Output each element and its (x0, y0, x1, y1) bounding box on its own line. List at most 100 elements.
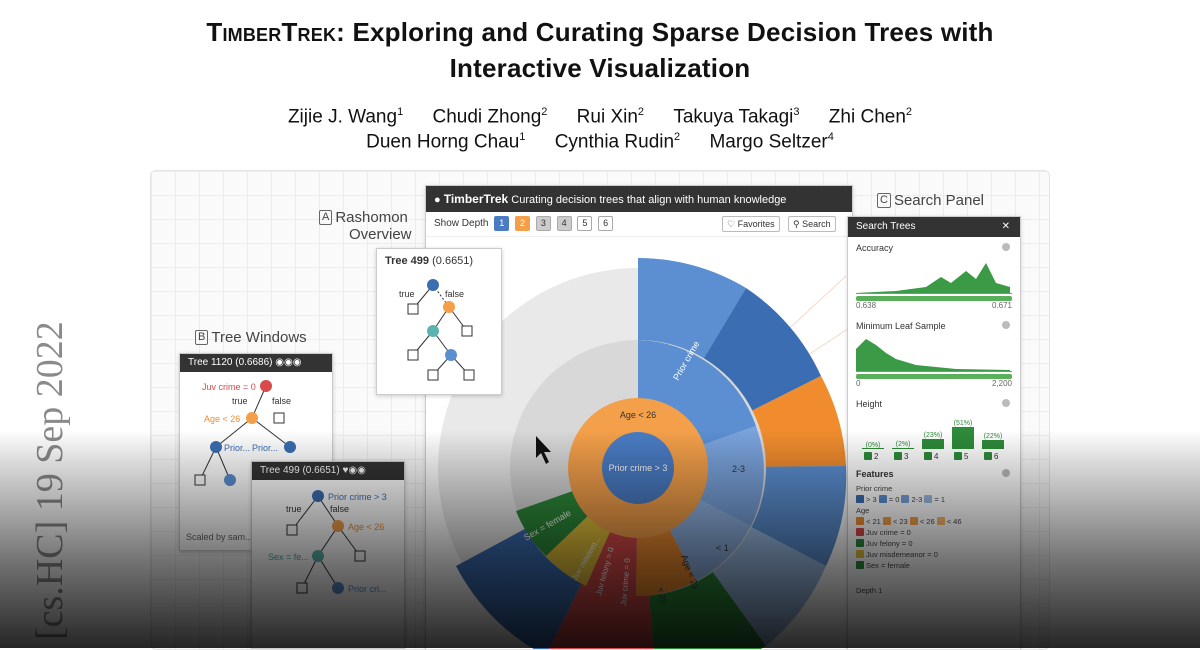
depth-button-5[interactable]: 5 (577, 216, 593, 231)
height-bar-3[interactable]: (2%) 3 (892, 413, 914, 461)
height-bar-fill (922, 439, 944, 449)
window-controls-icon[interactable]: ◉◉◉ (275, 357, 302, 368)
svg-text:Juv crime = 0: Juv crime = 0 (202, 382, 256, 392)
checkbox[interactable] (856, 561, 864, 569)
author: Cynthia Rudin2 (554, 131, 681, 153)
height-bar-fill (862, 448, 884, 449)
height-bar-percent: (51%) (953, 420, 973, 427)
min-leaf-min: 0 (856, 379, 861, 388)
feature-row: Juv misdemeanor = 0 (856, 549, 1012, 560)
info-icon[interactable] (1002, 321, 1010, 329)
search-panel: Search Trees ✕ Accuracy 0.638 0.671 Minimu… (847, 216, 1021, 649)
search-panel-header: Search Trees ✕ (848, 217, 1020, 237)
app-tagline: Curating decision trees that align with … (511, 194, 787, 206)
height-bar-label: 4 (924, 452, 938, 461)
svg-text:Prior crime > 3: Prior crime > 3 (328, 492, 387, 502)
info-icon[interactable] (1002, 399, 1010, 407)
author: Zhi Chen2 (828, 106, 913, 128)
svg-text:false: false (445, 289, 464, 299)
depth-button-4[interactable]: 4 (556, 216, 572, 231)
system-name: TimberTrek (206, 17, 337, 47)
tree-499-header: Tree 499 (0.6651) ♥◉◉ (252, 462, 404, 480)
min-leaf-max: 2,200 (991, 379, 1012, 388)
author: Margo Seltzer4 (709, 131, 834, 153)
search-button[interactable]: ⚲ Search (788, 216, 836, 232)
info-icon[interactable] (1002, 243, 1010, 251)
checkbox[interactable] (882, 517, 891, 525)
author: Zijie J. Wang1 (287, 106, 404, 128)
author: Takuya Takagi3 (673, 106, 800, 128)
label-rashomon-overview-2: Overview (349, 226, 412, 243)
depth-button-1[interactable]: 1 (494, 216, 510, 231)
depth-1-section[interactable]: Depth 1 (856, 586, 883, 595)
accuracy-histogram (856, 257, 1012, 294)
checkbox[interactable] (924, 495, 933, 503)
logo-icon: ● (434, 194, 441, 206)
height-bar-2[interactable]: (0%) 2 (862, 413, 884, 461)
author: Rui Xin2 (576, 106, 645, 128)
info-icon[interactable] (1002, 469, 1010, 477)
tree-499-tree: Prior crime > 3 true false Age < 26 Sex … (268, 490, 387, 594)
checkbox[interactable] (856, 495, 864, 503)
paper-title-line2: Interactive Visualization (449, 53, 751, 83)
close-icon[interactable]: ✕ (1001, 221, 1010, 232)
svg-text:Sex = fe...: Sex = fe... (268, 552, 309, 562)
window-controls-icon[interactable]: ♥◉◉ (342, 465, 366, 476)
height-bar-5[interactable]: (51%) 5 (952, 413, 974, 461)
label-rashomon-overview: A Rashomon (319, 209, 408, 227)
checkbox[interactable] (909, 517, 918, 525)
svg-text:Age < 26: Age < 26 (204, 414, 240, 424)
author: Chudi Zhong2 (432, 106, 548, 128)
checkbox[interactable] (856, 539, 864, 547)
height-bar-label: 3 (894, 452, 908, 461)
tree-499-preview-title: Tree 499 (0.6651) (385, 255, 474, 267)
svg-text:Prior...: Prior... (252, 443, 278, 453)
checkbox[interactable] (856, 550, 864, 558)
accuracy-min: 0.638 (856, 301, 877, 310)
accuracy-label: Accuracy (856, 243, 894, 253)
age-label: Age (856, 506, 870, 515)
main-header: ● TimberTrek Curating decision trees tha… (426, 186, 852, 212)
title-rest: : Exploring and Curating Sparse Decision… (336, 17, 994, 47)
min-leaf-slider[interactable] (856, 374, 1012, 379)
favorites-button[interactable]: ♡ Favorites (722, 216, 780, 232)
authors-row-1: Zijie J. Wang1 Chudi Zhong2 Rui Xin2 Tak… (0, 100, 1200, 129)
depth-button-3[interactable]: 3 (535, 216, 551, 231)
height-bar-label: 6 (984, 452, 998, 461)
heart-icon: ♡ (727, 219, 738, 229)
tree-499-window[interactable]: Tree 499 (0.6651) ♥◉◉ Prior crime > 3 tr… (251, 461, 405, 649)
tree-499-preview[interactable]: Tree 499 (0.6651) true false (376, 248, 502, 395)
svg-text:Prior cri...: Prior cri... (348, 584, 387, 594)
height-bar-fill (892, 448, 914, 449)
svg-text:Scaled by sam...: Scaled by sam... (186, 532, 253, 542)
svg-text:false: false (272, 396, 291, 406)
svg-text:true: true (232, 396, 248, 406)
checkbox[interactable] (878, 495, 887, 503)
accuracy-max: 0.671 (991, 301, 1012, 310)
min-leaf-histogram (856, 335, 1012, 372)
label-search-panel: C Search Panel (877, 192, 984, 210)
height-bar-label: 5 (954, 452, 968, 461)
authors-row-2: Duen Horng Chau1 Cynthia Rudin2 Margo Se… (0, 125, 1200, 154)
svg-text:Age < 26: Age < 26 (348, 522, 384, 532)
label-lt1: < 1 (716, 543, 729, 553)
show-depth-label: Show Depth (434, 218, 489, 229)
height-bar-fill (982, 440, 1004, 449)
height-bar-percent: (22%) (983, 433, 1003, 440)
features-label: Features (856, 469, 894, 479)
checkbox[interactable] (936, 517, 945, 525)
height-bar-4[interactable]: (23%) 4 (922, 413, 944, 461)
checkbox[interactable] (901, 495, 910, 503)
checkbox[interactable] (856, 528, 864, 536)
height-bar-fill (952, 427, 974, 449)
height-bar-percent: (23%) (923, 432, 943, 439)
accuracy-slider[interactable] (856, 296, 1012, 301)
height-label: Height (856, 399, 883, 409)
height-bar-6[interactable]: (22%) 6 (982, 413, 1004, 461)
depth-button-6[interactable]: 6 (598, 216, 614, 231)
center-label: Prior crime > 3 (609, 463, 668, 473)
teaser-figure: A Rashomon Overview B Tree Windows C Search… (150, 170, 1050, 650)
depth-button-2[interactable]: 2 (515, 216, 531, 231)
checkbox[interactable] (856, 517, 864, 525)
tree-499-preview-tree: true false (399, 279, 475, 381)
